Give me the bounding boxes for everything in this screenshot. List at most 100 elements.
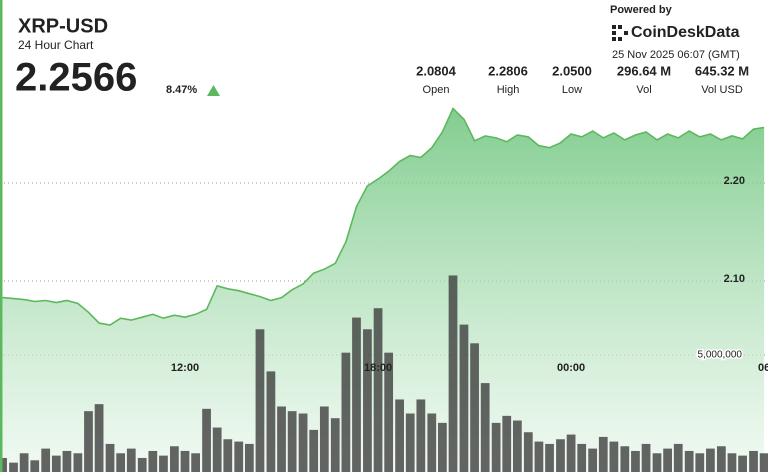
- stat-label: High: [497, 84, 520, 96]
- volume-bar: [427, 413, 437, 472]
- volume-bar: [738, 455, 747, 472]
- y2-tick-label: 5,000,000: [698, 350, 743, 361]
- volume-bar: [170, 446, 179, 472]
- volume-bar: [373, 308, 383, 472]
- volume-bar: [30, 460, 40, 472]
- volume-bar: [105, 443, 115, 472]
- volume-bar: [159, 455, 168, 472]
- volume-bar: [137, 457, 147, 472]
- stat-label: Low: [562, 84, 582, 96]
- volume-bar: [19, 453, 29, 472]
- volume-bar: [94, 404, 104, 472]
- volume-bar: [598, 436, 608, 472]
- x-tick-label: 06: [758, 362, 768, 374]
- volume-bar: [363, 329, 372, 472]
- volume-bar: [631, 450, 640, 472]
- volume-bar: [116, 453, 126, 472]
- price-area: [2, 108, 765, 472]
- volume-bar: [727, 453, 737, 472]
- volume-bar: [266, 371, 276, 472]
- y-tick-label: 2.10: [724, 273, 745, 285]
- volume-bar: [223, 439, 233, 472]
- volume-bar: [202, 408, 211, 472]
- volume-bar: [588, 448, 598, 472]
- volume-bar: [384, 352, 394, 472]
- volume-bar: [341, 352, 351, 472]
- volume-bar: [652, 453, 662, 472]
- volume-bar: [577, 443, 587, 472]
- volume-bar: [62, 450, 72, 472]
- area-fill: [2, 108, 765, 472]
- volume-bar: [438, 422, 447, 472]
- price-line: [2, 107, 765, 326]
- powered-by: Powered by: [610, 4, 673, 16]
- volume-bar: [212, 427, 222, 472]
- change: 8.47%: [166, 84, 197, 96]
- volume-bar: [609, 441, 619, 472]
- volume-bar: [234, 441, 244, 472]
- volume-bar: [556, 439, 565, 472]
- volume-bar: [244, 443, 254, 472]
- stat-value: 2.2806: [488, 63, 528, 78]
- volume-bar: [523, 432, 533, 472]
- volume-bar: [695, 453, 705, 472]
- y2-tick-label: 5,000,000: [698, 350, 743, 361]
- volume-bar: [459, 324, 469, 472]
- x-tick-label: 12:00: [171, 362, 199, 374]
- volume-bar: [309, 429, 319, 472]
- volume-bar: [84, 411, 93, 472]
- volume-bar: [416, 399, 426, 472]
- stat-value: 2.0500: [552, 63, 592, 78]
- volume-bar: [566, 434, 576, 472]
- volume-bar: [716, 446, 726, 472]
- brand: CoinDeskData: [631, 24, 740, 41]
- volume-bar: [287, 411, 297, 472]
- title: XRP-USD: [18, 15, 108, 37]
- volume-bar: [0, 457, 7, 472]
- stat-value: 2.0804: [416, 63, 457, 78]
- volume-bar: [470, 343, 479, 472]
- volume-bar: [620, 446, 630, 472]
- y-tick-label: 2.20: [724, 175, 745, 187]
- volume-bar: [73, 453, 83, 472]
- volume-bar: [319, 406, 329, 472]
- volume-bar: [180, 450, 190, 472]
- stat-value: 645.32 M: [695, 63, 749, 78]
- volume-bar: [298, 413, 308, 472]
- volume-bar: [684, 450, 694, 472]
- volume-bar: [9, 462, 18, 472]
- volume-bar: [502, 415, 512, 472]
- volume-bar: [255, 329, 265, 472]
- subtitle: 24 Hour Chart: [18, 38, 94, 52]
- volume-bar: [448, 275, 458, 472]
- volume-bar: [148, 450, 158, 472]
- volume-bar: [41, 448, 51, 472]
- volume-bar: [749, 450, 758, 472]
- edge-bar: [0, 0, 3, 472]
- stat-label: Open: [423, 84, 450, 96]
- volume-bar: [545, 443, 554, 472]
- volume-bar: [759, 453, 768, 472]
- price: 2.2566: [15, 56, 137, 100]
- x-tick-label: 00:00: [557, 362, 585, 374]
- volume-bar: [405, 413, 415, 472]
- volume-bar: [512, 420, 522, 472]
- volume-bar: [330, 418, 340, 472]
- volume-bar: [191, 453, 200, 472]
- volume-bar: [480, 383, 490, 472]
- volume-bar: [277, 406, 286, 472]
- volume-bars: [0, 275, 768, 472]
- volume-bar: [534, 441, 544, 472]
- volume-bar: [641, 443, 651, 472]
- volume-bar: [352, 317, 361, 472]
- volume-bar: [491, 422, 501, 472]
- volume-bar: [673, 443, 683, 472]
- stats: 2.0804 Open 2.2806 High 2.0500 Low 296.64 M Vol…: [416, 63, 749, 95]
- volume-bar: [395, 399, 404, 472]
- up-arrow: [207, 85, 220, 96]
- stat-label: Vol USD: [701, 84, 743, 96]
- volume-bar: [706, 448, 715, 472]
- stat-label: Vol: [636, 84, 651, 96]
